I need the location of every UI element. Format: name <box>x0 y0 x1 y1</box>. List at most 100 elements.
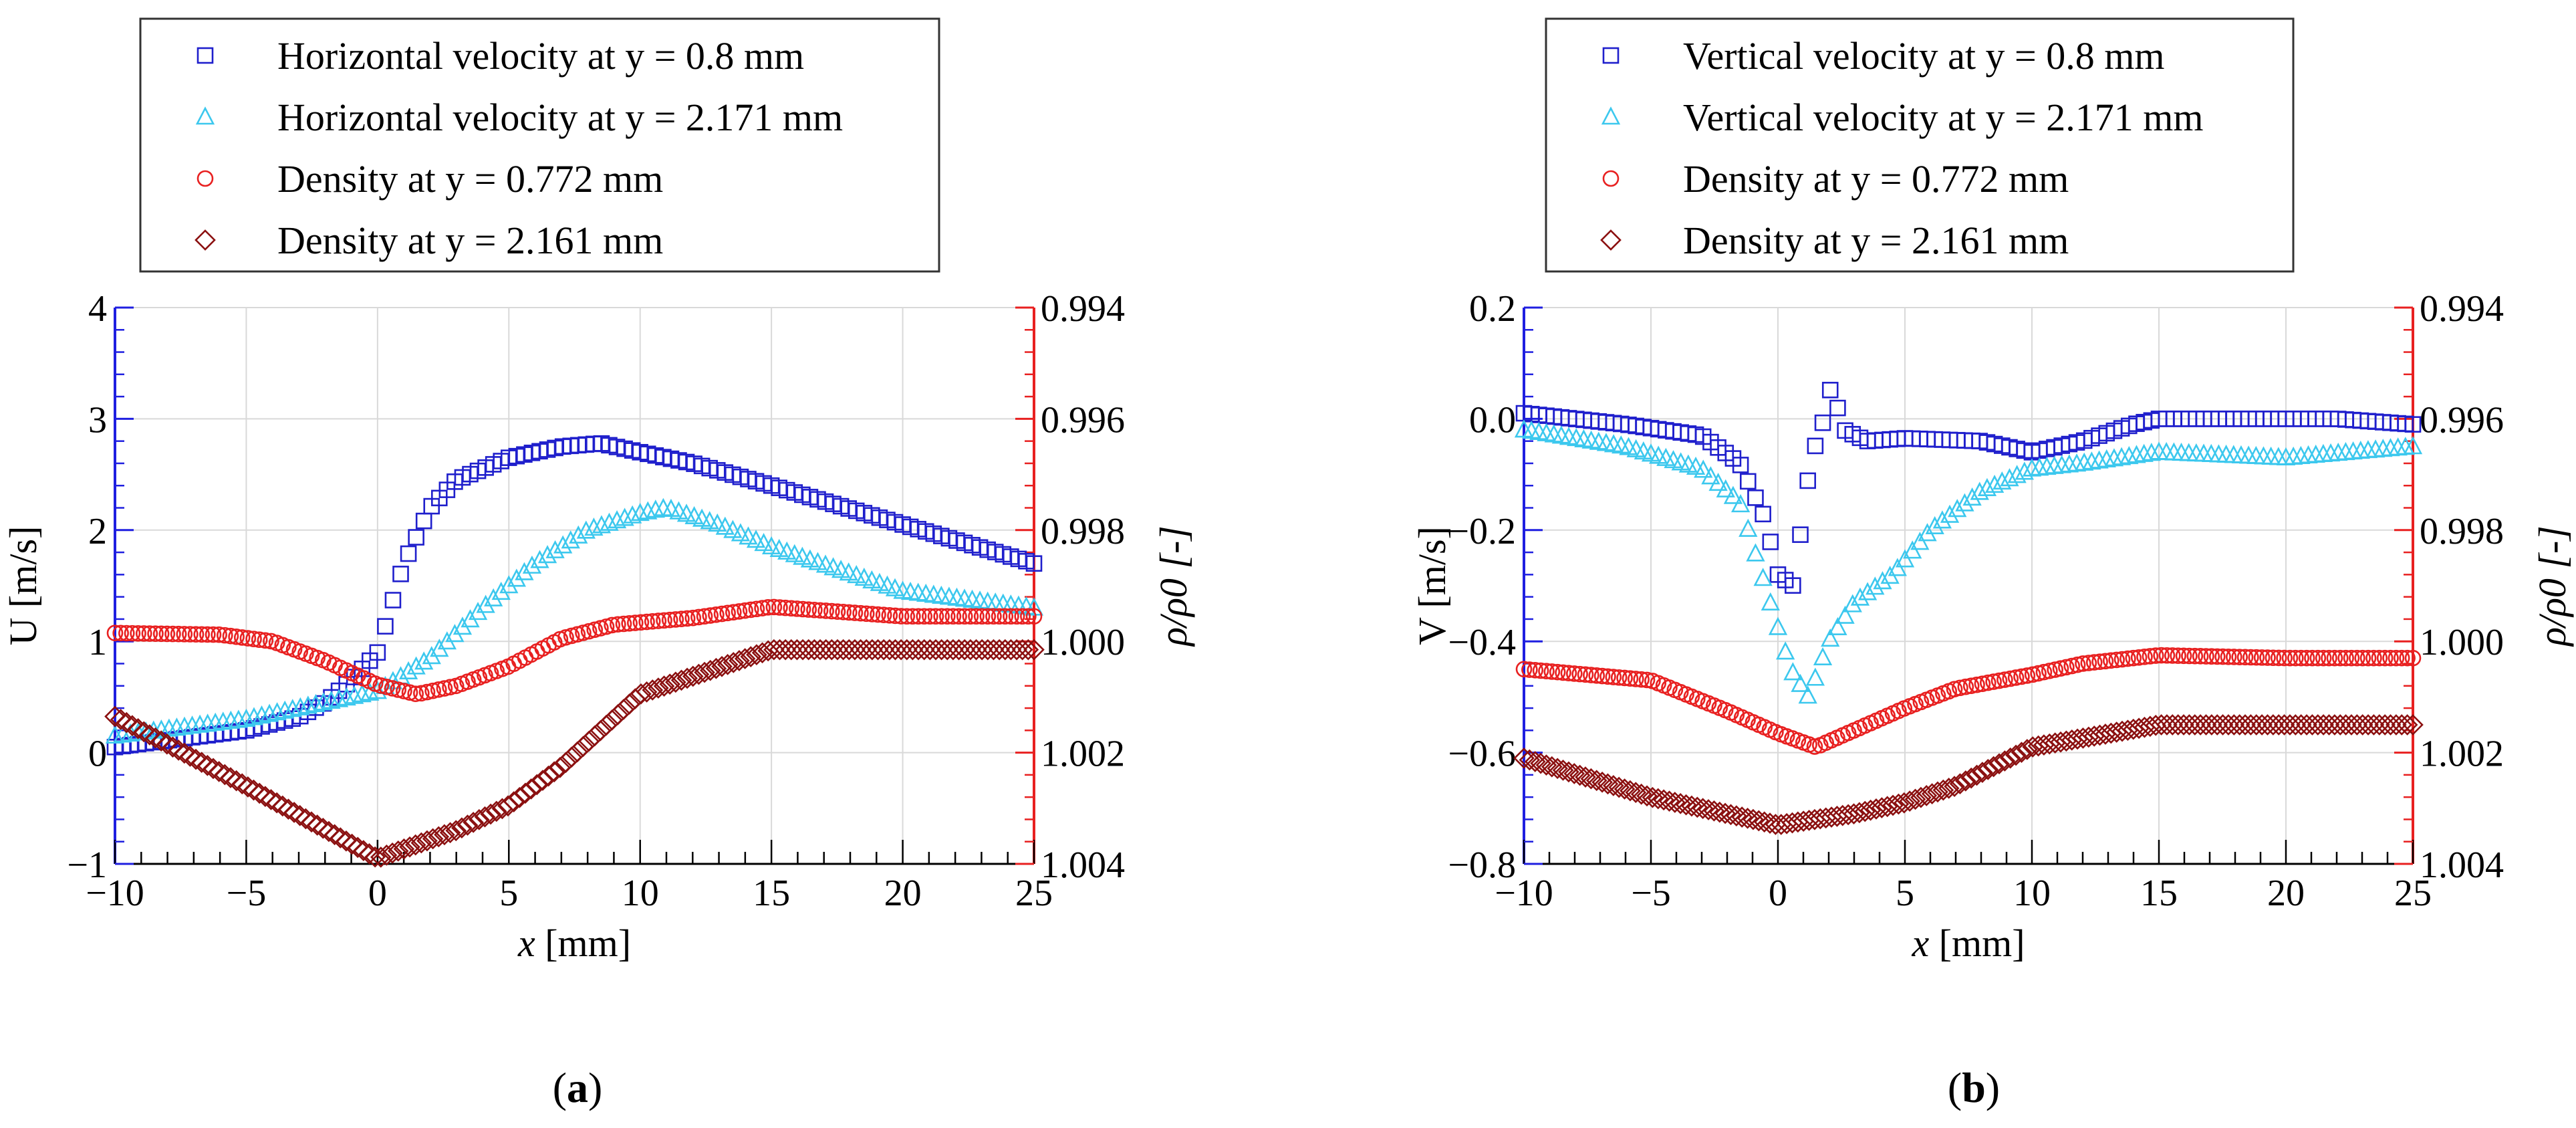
data-point <box>960 639 981 661</box>
data-point <box>144 727 166 749</box>
data-point <box>930 639 952 661</box>
data-point <box>2103 652 2119 669</box>
data-point <box>2105 721 2128 743</box>
data-point <box>2404 649 2422 667</box>
data-point <box>817 602 834 619</box>
data-point <box>2122 718 2144 740</box>
data-point <box>1023 639 1045 661</box>
data-point <box>1569 764 1591 786</box>
data-point <box>176 626 193 643</box>
data-point <box>156 733 178 755</box>
data-point <box>803 639 825 661</box>
y-right-tick-label: 0.998 <box>1041 511 1125 552</box>
data-point <box>2253 649 2271 666</box>
data-point <box>2298 649 2315 667</box>
data-point <box>1538 663 1555 680</box>
data-point <box>179 746 201 767</box>
data-point <box>399 836 420 858</box>
data-point <box>2374 714 2396 736</box>
data-point <box>382 842 403 864</box>
data-point <box>244 707 264 725</box>
data-point <box>985 608 1002 625</box>
data-point <box>324 824 346 846</box>
data-point <box>1524 751 1546 772</box>
data-point <box>1588 667 1605 684</box>
data-point <box>682 665 704 687</box>
data-point <box>1921 783 1943 804</box>
x-ticks: −10 −5 0 5 10 15 20 25 <box>86 840 1053 914</box>
data-point <box>2005 744 2027 766</box>
data-point <box>295 808 317 830</box>
data-point <box>1694 459 1713 478</box>
data-point <box>251 631 268 649</box>
data-point <box>638 613 655 631</box>
data-point <box>669 501 688 520</box>
x-tick-label: 5 <box>499 873 518 914</box>
data-point <box>257 632 274 649</box>
data-point <box>2313 714 2335 736</box>
data-point <box>330 827 352 849</box>
data-point <box>800 549 820 568</box>
data-point <box>1854 800 1876 822</box>
data-point <box>1616 669 1633 687</box>
data-point <box>936 639 958 661</box>
data-point <box>2167 714 2189 736</box>
data-point <box>1962 677 1980 694</box>
data-point <box>2039 733 2061 755</box>
data-point <box>197 754 219 776</box>
data-point <box>2337 649 2354 667</box>
data-point <box>1954 770 1976 792</box>
data-point <box>648 677 669 699</box>
x-tick-label: −5 <box>1631 873 1671 914</box>
data-point <box>2203 648 2220 665</box>
data-point <box>2000 468 2019 487</box>
series-4 <box>1513 714 2424 835</box>
data-point <box>646 499 665 518</box>
data-point <box>2097 449 2116 468</box>
data-point <box>387 840 409 862</box>
data-point <box>416 830 438 852</box>
data-point <box>2067 728 2088 750</box>
data-point <box>2125 649 2142 667</box>
data-point <box>1916 785 1938 806</box>
y-right-tick-label: 1.002 <box>2420 734 2504 775</box>
data-point <box>989 639 1010 661</box>
data-point <box>543 761 565 783</box>
data-point <box>659 673 681 695</box>
data-point <box>1762 534 1779 550</box>
data-point <box>1940 504 1960 523</box>
data-point <box>576 520 596 539</box>
data-point <box>815 639 837 661</box>
data-point <box>621 614 638 632</box>
data-point <box>676 667 698 689</box>
data-point <box>832 639 854 661</box>
data-point <box>187 626 205 643</box>
data-point <box>2248 649 2265 666</box>
data-point <box>2089 724 2111 746</box>
data-point <box>337 687 356 706</box>
data-point <box>2393 649 2410 667</box>
data-point <box>2091 653 2108 670</box>
data-point <box>2309 649 2327 667</box>
y-left-tick-label: −0.4 <box>1448 622 1516 663</box>
data-point <box>2002 670 2019 687</box>
data-point <box>811 602 829 619</box>
data-point <box>321 690 341 709</box>
data-point <box>1988 753 2010 775</box>
data-point <box>2365 649 2382 667</box>
data-point <box>835 604 852 621</box>
data-point <box>2075 452 2094 471</box>
data-point <box>2399 649 2416 667</box>
data-point <box>1527 661 1544 679</box>
data-point <box>2134 716 2156 738</box>
data-point <box>2134 443 2154 462</box>
data-point <box>352 684 372 703</box>
data-point <box>1583 667 1599 683</box>
legend: Vertical velocity at y = 0.8 mm Vertical … <box>1545 17 2295 273</box>
data-point <box>491 581 511 600</box>
legend-box <box>1545 17 2295 273</box>
data-point <box>1014 608 1031 625</box>
data-point <box>173 742 195 764</box>
data-point <box>336 830 357 852</box>
data-point <box>1876 796 1898 818</box>
